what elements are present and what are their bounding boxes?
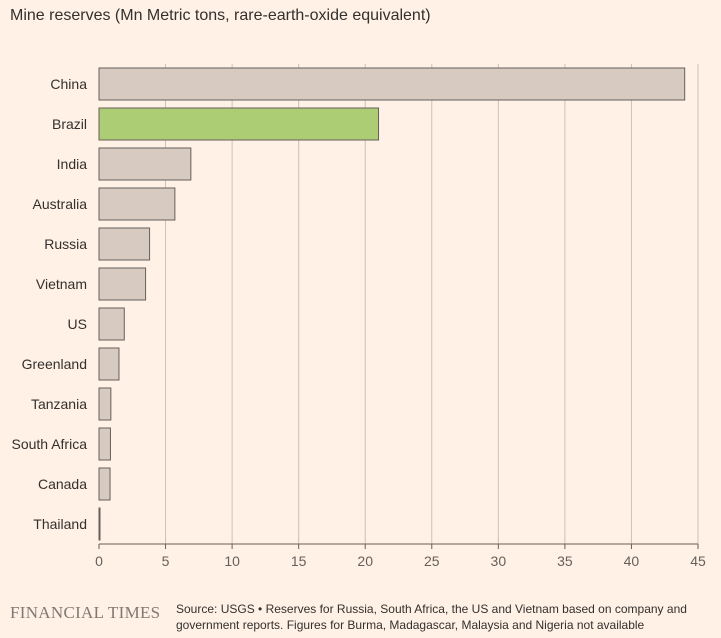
bar-russia	[98, 227, 151, 261]
bar-thailand	[98, 507, 101, 541]
tick-label-35: 35	[557, 553, 573, 569]
bar-greenland	[98, 347, 120, 381]
bars	[98, 67, 686, 541]
tick-label-15: 15	[291, 553, 307, 569]
tick-label-10: 10	[224, 553, 240, 569]
category-label-greenland: Greenland	[22, 356, 87, 372]
category-label-brazil: Brazil	[52, 116, 87, 132]
category-label-canada: Canada	[38, 476, 87, 492]
category-label-thailand: Thailand	[33, 516, 87, 532]
category-label-australia: Australia	[33, 196, 88, 212]
tick-label-30: 30	[491, 553, 507, 569]
grid-lines	[165, 64, 699, 544]
bar-south-africa	[98, 427, 111, 461]
bar-chart: China Brazil India Australia Russia Vietnam US…	[12, 64, 706, 569]
ft-logo: FINANCIAL TIMES	[10, 603, 161, 622]
category-label-russia: Russia	[44, 236, 87, 252]
tick-label-20: 20	[357, 553, 373, 569]
bar-vietnam	[98, 267, 147, 301]
tick-label-45: 45	[690, 553, 706, 569]
tick-label-0: 0	[95, 553, 103, 569]
category-label-tanzania: Tanzania	[31, 396, 87, 412]
bar-us	[98, 307, 125, 341]
category-label-us: US	[68, 316, 87, 332]
bar-canada	[98, 467, 111, 501]
source-note: Source: USGS • Reserves for Russia, Sout…	[176, 602, 687, 632]
bar-india	[98, 147, 192, 181]
category-label-china: China	[50, 76, 87, 92]
category-label-india: India	[57, 156, 88, 172]
chart-title: Mine reserves (Mn Metric tons, rare-eart…	[10, 7, 431, 24]
category-label-south-africa: South Africa	[12, 436, 88, 452]
category-labels: China Brazil India Australia Russia Vietnam US…	[12, 76, 88, 532]
tick-label-5: 5	[162, 553, 170, 569]
bar-tanzania	[98, 387, 112, 421]
tick-label-25: 25	[424, 553, 440, 569]
x-tick-labels: 0 5 10 15 20 25 30 35 40 45	[95, 544, 706, 569]
category-label-vietnam: Vietnam	[36, 276, 87, 292]
tick-label-40: 40	[624, 553, 640, 569]
bar-brazil	[98, 107, 380, 141]
bar-australia	[98, 187, 176, 221]
bar-china	[98, 67, 686, 101]
